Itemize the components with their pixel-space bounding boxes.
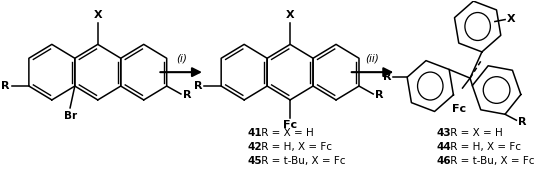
- Text: R = X = H: R = X = H: [258, 128, 314, 138]
- Text: 41: 41: [248, 128, 262, 138]
- Text: R: R: [518, 117, 527, 127]
- Text: 44: 44: [437, 142, 452, 152]
- Text: Br: Br: [63, 111, 76, 121]
- Text: (ii): (ii): [366, 53, 379, 63]
- Text: R: R: [183, 90, 191, 100]
- Text: R: R: [375, 90, 383, 100]
- Text: R = t-Bu, X = Fc: R = t-Bu, X = Fc: [447, 155, 535, 166]
- Text: 45: 45: [248, 155, 262, 166]
- Text: 43: 43: [437, 128, 452, 138]
- Text: X: X: [507, 14, 516, 24]
- Text: R = H, X = Fc: R = H, X = Fc: [447, 142, 521, 152]
- Text: R = H, X = Fc: R = H, X = Fc: [258, 142, 332, 152]
- Text: R: R: [383, 72, 391, 82]
- Text: R = t-Bu, X = Fc: R = t-Bu, X = Fc: [258, 155, 345, 166]
- Text: X: X: [94, 9, 102, 20]
- Text: Fc: Fc: [283, 120, 297, 130]
- Text: (i): (i): [175, 53, 186, 63]
- Text: 46: 46: [437, 155, 452, 166]
- Text: Fc: Fc: [452, 104, 466, 114]
- Text: R: R: [194, 81, 202, 91]
- Text: R: R: [2, 81, 10, 91]
- Text: 42: 42: [248, 142, 262, 152]
- Text: X: X: [286, 9, 294, 20]
- Text: R = X = H: R = X = H: [447, 128, 503, 138]
